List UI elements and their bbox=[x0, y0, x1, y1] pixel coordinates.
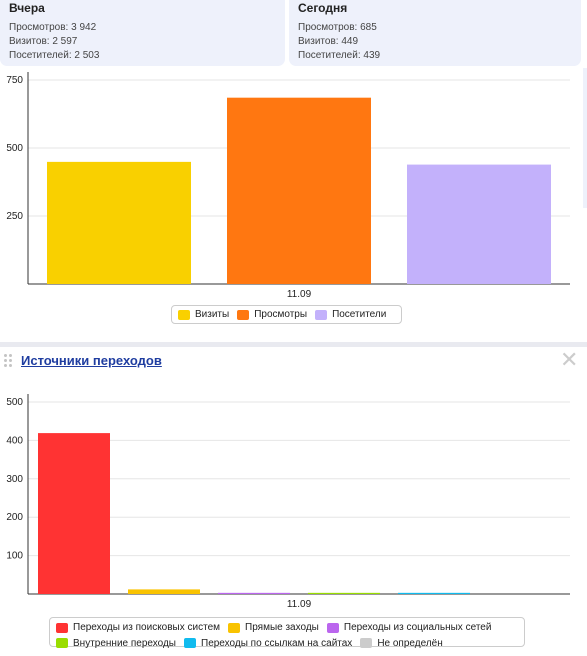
legend-swatch bbox=[228, 622, 241, 633]
legend-swatch bbox=[360, 638, 373, 648]
legend-label: Визиты bbox=[195, 309, 230, 320]
section-divider bbox=[0, 342, 587, 347]
x-tick-label: 11.09 bbox=[287, 289, 312, 300]
x-tick-label: 11.09 bbox=[287, 599, 312, 610]
y-tick-label: 500 bbox=[6, 397, 23, 408]
bar-2[interactable] bbox=[218, 592, 290, 594]
bar-2[interactable] bbox=[407, 164, 551, 284]
yesterday-card: Вчера Просмотров: 3 942 Визитов: 2 597 П… bbox=[0, 0, 285, 66]
legend-label: Переходы из поисковых систем bbox=[73, 622, 221, 633]
legend-item[interactable]: Прямые заходы bbox=[228, 621, 319, 634]
legend-item[interactable]: Просмотры bbox=[237, 309, 307, 320]
today-visits: Визитов: 449 bbox=[298, 36, 359, 47]
legend-item[interactable]: Переходы из поисковых систем bbox=[56, 621, 220, 634]
legend-item[interactable]: Посетители bbox=[315, 309, 386, 320]
yesterday-visits: Визитов: 2 597 bbox=[9, 36, 78, 47]
legend-swatch bbox=[56, 638, 68, 648]
today-views: Просмотров: 685 bbox=[298, 22, 377, 33]
sources-title-link[interactable]: Источники переходов bbox=[21, 353, 162, 368]
yesterday-views: Просмотров: 3 942 bbox=[9, 22, 97, 33]
yesterday-title: Вчера bbox=[9, 1, 45, 15]
legend-swatch bbox=[178, 309, 190, 320]
legend-swatch bbox=[326, 622, 339, 633]
legend-swatch bbox=[315, 309, 328, 320]
legend-label: Переходы из социальных сетей bbox=[343, 622, 492, 633]
legend-item[interactable]: Внутренние переходы bbox=[56, 637, 176, 650]
legend-label: Переходы по ссылкам на сайтах bbox=[201, 637, 353, 649]
close-icon[interactable]: ✕ bbox=[560, 347, 579, 372]
legend-label: Прямые заходы bbox=[245, 622, 319, 633]
legend-swatch bbox=[237, 309, 250, 320]
legend-label: Посетители bbox=[332, 309, 387, 320]
y-tick-label: 200 bbox=[6, 512, 23, 523]
legend-label: Внутренние переходы bbox=[73, 637, 176, 649]
today-card: Сегодня Просмотров: 685 Визитов: 449 Пос… bbox=[289, 0, 581, 66]
yesterday-visitors: Посетителей: 2 503 bbox=[9, 50, 100, 61]
today-visitors: Посетителей: 439 bbox=[298, 50, 381, 61]
scroll-edge bbox=[583, 68, 587, 208]
legend-item[interactable]: Визиты bbox=[178, 309, 229, 320]
bar-1[interactable] bbox=[227, 97, 371, 285]
bar-0[interactable] bbox=[47, 161, 191, 284]
y-tick-label: 500 bbox=[6, 143, 23, 154]
bar-3[interactable] bbox=[308, 592, 380, 594]
sources-chart: 100 200 300 400 500 11.09 bbox=[6, 394, 570, 610]
y-tick-label: 100 bbox=[6, 551, 23, 562]
legend-swatch bbox=[184, 638, 196, 648]
y-tick-label: 250 bbox=[6, 211, 23, 222]
traffic-legend: Визиты Просмотры Посетители bbox=[171, 305, 402, 324]
drag-handle-icon[interactable] bbox=[4, 354, 12, 368]
y-tick-label: 400 bbox=[6, 435, 23, 446]
bar-0[interactable] bbox=[38, 433, 110, 594]
bar-1[interactable] bbox=[128, 589, 200, 594]
bar-4[interactable] bbox=[398, 592, 470, 594]
legend-item[interactable]: Переходы из социальных сетей bbox=[326, 621, 492, 634]
today-title: Сегодня bbox=[298, 1, 348, 15]
legend-swatch bbox=[56, 622, 68, 633]
y-tick-label: 750 bbox=[6, 75, 23, 86]
legend-label: Просмотры bbox=[254, 309, 308, 320]
sources-legend: Переходы из поисковых систем Прямые заход… bbox=[49, 617, 525, 650]
legend-label: Не определён bbox=[377, 637, 443, 649]
legend-item[interactable]: Переходы по ссылкам на сайтах bbox=[184, 637, 352, 650]
legend-item[interactable]: Не определён bbox=[360, 637, 443, 650]
traffic-chart: 250 500 750 11.09 bbox=[6, 72, 570, 300]
y-tick-label: 300 bbox=[6, 474, 23, 485]
